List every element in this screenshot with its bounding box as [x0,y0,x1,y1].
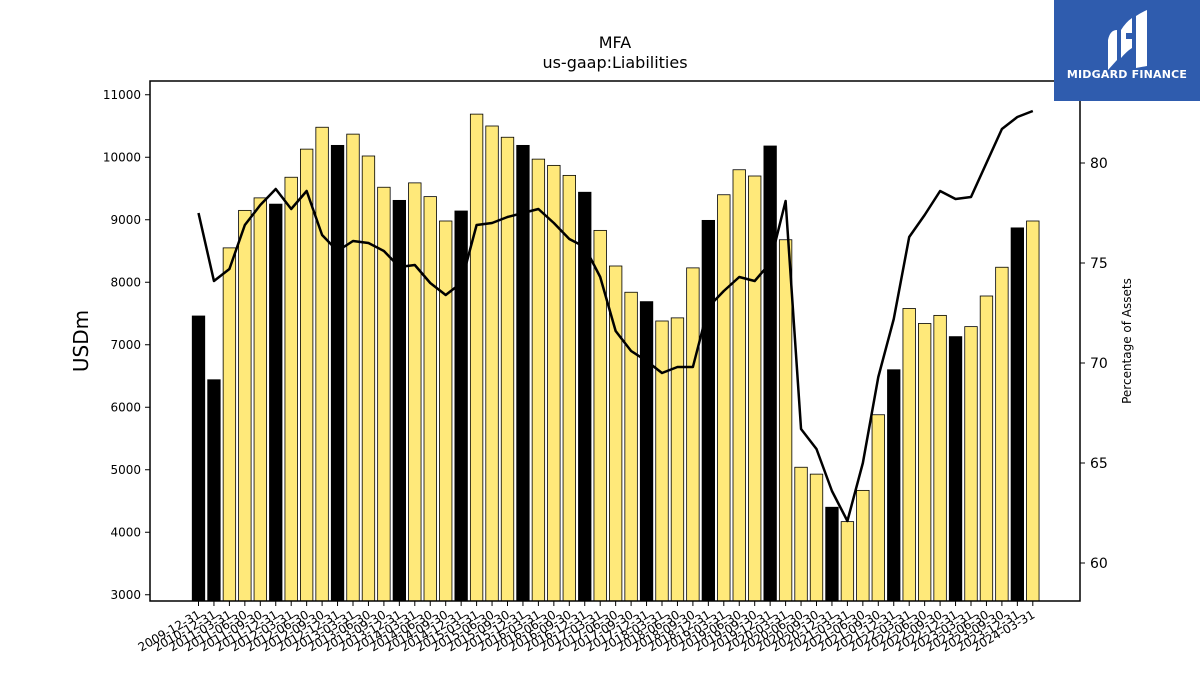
bar-2020-09-30 [809,473,824,602]
y-tick-label: 8000 [110,275,141,289]
chart-title: MFA [599,33,632,52]
bar-2014-06-30 [423,196,437,602]
y2-tick-label: 60 [1090,556,1108,572]
y-tick-label: 4000 [110,525,141,539]
bar-2022-03-31 [902,308,916,602]
bar-2024-03-31 [1026,220,1040,602]
bar-2021-09-30 [871,414,885,602]
bar-2022-09-30 [933,314,947,602]
y-tick-label: 6000 [110,400,141,414]
bar-2012-12-31 [330,144,345,602]
bar-2011-06-30 [238,209,252,602]
y2-tick-label: 75 [1090,256,1108,272]
bar-2009-12-31 [191,315,206,602]
bar-2015-09-30 [500,136,515,602]
bar-2019-12-31 [763,145,777,602]
bar-2011-09-30 [253,197,267,602]
bar-2020-12-31 [825,506,839,602]
bar-2023-09-30 [995,266,1009,602]
bar-2017-09-30 [624,291,638,602]
bar-2012-09-30 [315,126,329,602]
bar-2018-12-31 [701,219,715,602]
bar-2019-09-30 [748,175,762,602]
y2-tick-label: 70 [1090,356,1108,372]
bar-2021-06-30 [856,489,870,602]
bar-2021-03-31 [840,521,855,602]
y-tick-label: 9000 [110,213,141,227]
y-tick-label: 3000 [110,588,141,602]
bar-2022-06-30 [918,323,932,602]
bar-2013-12-31 [392,199,407,602]
bar-2020-03-31 [778,239,793,602]
bar-2018-09-30 [686,267,700,602]
brand-logo: MIDGARD FINANCE [1054,0,1200,101]
y2-tick-label: 80 [1090,156,1108,172]
ticks-layer: 3000 4000 5000 6000 7000 8000 9000 10000 11000 60… [103,88,1108,655]
plot-frame [149,80,1081,602]
bar-2018-03-31 [655,320,669,602]
bar-2013-06-30 [361,155,376,602]
bar-2019-06-30 [732,169,746,602]
y-tick-label: 5000 [110,463,141,477]
bar-2017-03-31 [593,229,607,602]
bar-2012-03-31 [284,176,298,602]
brand-name: MIDGARD FINANCE [1066,68,1188,81]
line-layer [197,109,1034,523]
bar-2015-06-30 [485,125,499,602]
bar-2016-06-30 [547,164,561,602]
bar-2021-12-31 [887,369,901,602]
bar-2014-03-31 [408,182,422,602]
bar-2017-12-31 [639,301,654,602]
bar-2016-03-31 [531,158,546,602]
bar-2010-12-31 [207,379,221,602]
y-tick-label: 11000 [103,88,141,102]
midgard-logo-icon [1108,10,1147,70]
y-tick-label: 7000 [110,338,141,352]
y2-axis-label: Percentage of Assets [1120,278,1134,404]
bar-2023-06-30 [979,295,994,602]
y-tick-label: 10000 [103,150,141,164]
bars-layer [191,113,1040,602]
bar-2013-03-31 [346,133,360,602]
bar-2019-03-31 [717,194,731,602]
bar-2015-03-31 [469,113,484,602]
bar-2014-09-30 [439,220,453,602]
bar-2022-12-31 [948,336,963,602]
bar-2018-06-30 [670,317,685,602]
bar-2011-03-31 [222,247,237,602]
y2-tick-label: 65 [1090,456,1108,472]
bar-2023-12-31 [1010,227,1024,602]
bar-2023-03-31 [964,326,978,602]
chart-subtitle: us-gaap:Liabilities [542,53,687,72]
bar-2012-06-30 [299,148,314,602]
bar-2011-12-31 [269,203,283,602]
y-axis-label: USDm [69,310,93,372]
bar-2020-06-30 [794,466,808,602]
